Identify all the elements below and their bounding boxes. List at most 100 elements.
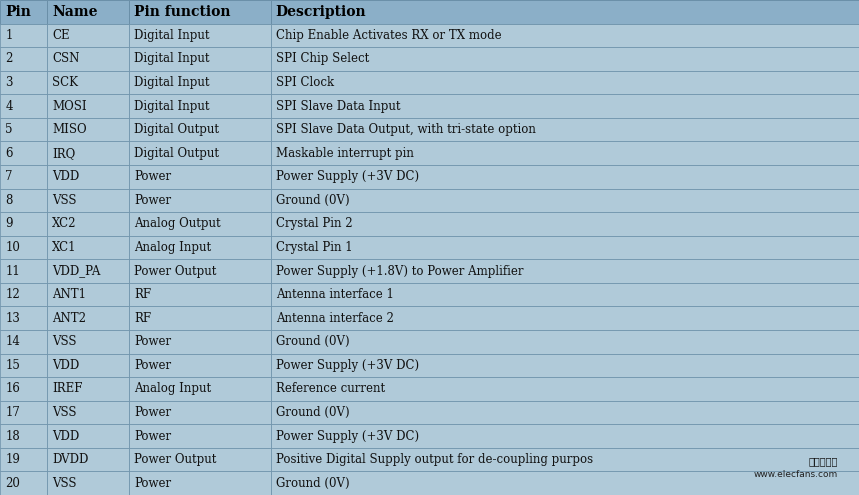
Text: Power: Power [134,430,171,443]
Bar [47,47,129,71]
Text: Analog Input: Analog Input [134,383,211,396]
Bar [129,259,271,283]
Bar [0,283,47,306]
Text: Digital Input: Digital Input [134,99,210,112]
Text: VSS: VSS [52,335,77,348]
Bar [0,424,47,448]
Text: Power: Power [134,194,171,207]
Text: Pin function: Pin function [134,5,230,19]
Bar [0,236,47,259]
Bar [47,424,129,448]
Text: 16: 16 [5,383,20,396]
Bar [0,71,47,94]
Text: Antenna interface 2: Antenna interface 2 [276,312,393,325]
Text: 3: 3 [5,76,13,89]
Text: 5: 5 [5,123,13,136]
Text: VDD: VDD [52,170,80,183]
Text: XC1: XC1 [52,241,77,254]
Text: RF: RF [134,288,151,301]
Text: SPI Slave Data Input: SPI Slave Data Input [276,99,400,112]
Bar [47,189,129,212]
Text: 8: 8 [5,194,13,207]
Bar [0,330,47,353]
Bar [47,401,129,424]
Bar [271,24,859,47]
Text: Analog Input: Analog Input [134,241,211,254]
Bar [0,401,47,424]
Bar [271,47,859,71]
Bar [271,306,859,330]
Text: MOSI: MOSI [52,99,87,112]
Text: Power Output: Power Output [134,264,216,278]
Text: Description: Description [276,5,367,19]
Text: IRQ: IRQ [52,147,76,160]
Text: SPI Clock: SPI Clock [276,76,334,89]
Bar [129,71,271,94]
Text: 19: 19 [5,453,20,466]
Text: 6: 6 [5,147,13,160]
Text: Reference current: Reference current [276,383,385,396]
Bar [47,259,129,283]
Bar [271,165,859,189]
Bar [271,283,859,306]
Bar [129,47,271,71]
Bar [0,448,47,471]
Text: 13: 13 [5,312,20,325]
Bar [47,236,129,259]
Bar [0,24,47,47]
Bar [129,471,271,495]
Text: VSS: VSS [52,406,77,419]
Bar [47,118,129,142]
Text: Power: Power [134,335,171,348]
Bar [47,377,129,401]
Bar [47,212,129,236]
Bar [0,94,47,118]
Bar [271,330,859,353]
Text: Digital Input: Digital Input [134,52,210,65]
Text: Analog Output: Analog Output [134,217,221,231]
Bar [0,212,47,236]
Bar [271,377,859,401]
Bar [47,165,129,189]
Bar [129,118,271,142]
Text: Positive Digital Supply output for de-coupling purpos: Positive Digital Supply output for de-co… [276,453,593,466]
Text: Pin: Pin [5,5,31,19]
Text: Antenna interface 1: Antenna interface 1 [276,288,393,301]
Bar [47,283,129,306]
Bar [129,142,271,165]
Bar [271,94,859,118]
Text: 电子发烧友: 电子发烧友 [808,456,838,466]
Text: Crystal Pin 1: Crystal Pin 1 [276,241,352,254]
Bar [129,306,271,330]
Text: Ground (0V): Ground (0V) [276,477,350,490]
Text: 18: 18 [5,430,20,443]
Bar [47,94,129,118]
Bar [129,377,271,401]
Text: 2: 2 [5,52,13,65]
Bar [0,47,47,71]
Text: Ground (0V): Ground (0V) [276,194,350,207]
Bar [129,424,271,448]
Bar [129,165,271,189]
Bar [129,353,271,377]
Text: VDD: VDD [52,430,80,443]
Bar [129,212,271,236]
Bar [129,0,271,24]
Bar [129,94,271,118]
Text: Digital Output: Digital Output [134,147,219,160]
Bar [271,353,859,377]
Text: RF: RF [134,312,151,325]
Bar [271,424,859,448]
Text: 10: 10 [5,241,20,254]
Text: 12: 12 [5,288,20,301]
Text: Power Output: Power Output [134,453,216,466]
Text: 9: 9 [5,217,13,231]
Bar [47,353,129,377]
Text: VDD_PA: VDD_PA [52,264,101,278]
Bar [271,259,859,283]
Bar [271,142,859,165]
Bar [129,330,271,353]
Text: Name: Name [52,5,98,19]
Text: ANT2: ANT2 [52,312,87,325]
Bar [271,212,859,236]
